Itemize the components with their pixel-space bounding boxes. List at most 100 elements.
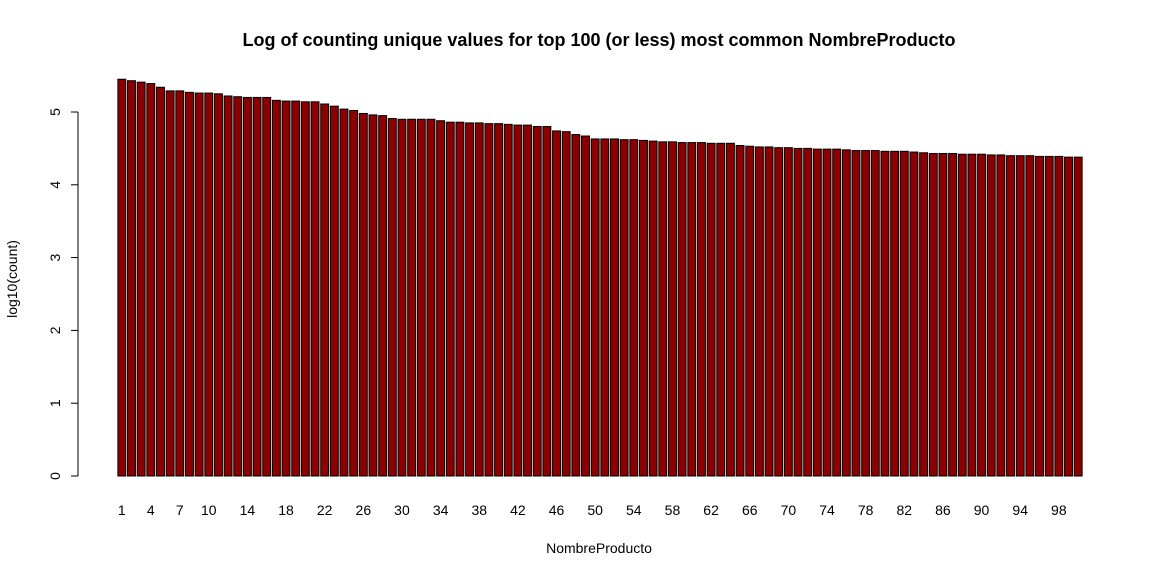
bar-38 [474, 122, 484, 477]
bar-91 [986, 154, 996, 477]
bar-35 [445, 121, 455, 477]
bar-3 [136, 81, 146, 477]
x-tick-label-90: 90 [974, 502, 990, 518]
bar-80 [880, 150, 890, 477]
bar-86 [938, 153, 948, 477]
x-tick-label-38: 38 [471, 502, 487, 518]
x-tick-label-14: 14 [240, 502, 256, 518]
bar-59 [677, 142, 687, 477]
bar-82 [899, 150, 909, 477]
bar-19 [291, 100, 301, 477]
bar-5 [156, 86, 165, 477]
bar-14 [242, 96, 252, 477]
bar-30 [397, 118, 407, 477]
bar-12 [223, 95, 233, 477]
bar-63 [716, 142, 726, 477]
x-tick-label-46: 46 [549, 502, 565, 518]
bar-75 [832, 148, 842, 477]
bar-24 [339, 108, 349, 477]
y-tick-label-4: 4 [47, 181, 63, 189]
bar-23 [329, 105, 339, 477]
bar-69 [774, 147, 784, 477]
bar-60 [687, 142, 697, 477]
bar-96 [1035, 155, 1044, 477]
bar-42 [513, 124, 523, 477]
bar-10 [204, 92, 214, 477]
x-tick-label-86: 86 [935, 502, 951, 518]
x-tick-label-1: 1 [118, 502, 126, 518]
bar-83 [909, 151, 919, 477]
bar-15 [252, 96, 262, 477]
bar-17 [271, 99, 281, 477]
chart-title: Log of counting unique values for top 10… [242, 30, 955, 50]
y-tick-label-0: 0 [47, 472, 63, 480]
bar-48 [571, 134, 581, 477]
bar-20 [300, 101, 310, 477]
y-tick-label-1: 1 [47, 399, 63, 407]
bar-7 [175, 90, 185, 477]
x-tick-label-42: 42 [510, 502, 526, 518]
bar-43 [523, 124, 533, 477]
bar-21 [310, 101, 320, 477]
x-tick-label-62: 62 [703, 502, 719, 518]
bar-57 [658, 141, 668, 477]
bar-100 [1073, 156, 1083, 477]
bar-94 [1015, 155, 1025, 477]
bar-67 [754, 146, 764, 477]
bars-group [117, 78, 1083, 477]
bar-56 [648, 140, 658, 477]
bar-26 [358, 112, 368, 477]
bar-49 [581, 135, 590, 477]
bar-2 [127, 80, 136, 477]
x-tick-label-30: 30 [394, 502, 410, 518]
bar-22 [320, 103, 330, 477]
bar-79 [870, 150, 880, 477]
x-axis-label: NombreProducto [546, 540, 652, 556]
bar-61 [696, 142, 706, 477]
bar-40 [494, 123, 504, 477]
bar-31 [407, 118, 417, 477]
bar-95 [1025, 155, 1035, 477]
bar-25 [349, 110, 359, 477]
bar-77 [851, 150, 861, 477]
x-tick-label-66: 66 [742, 502, 758, 518]
bar-68 [764, 146, 774, 477]
y-axis: 0 1 2 3 4 5 [47, 108, 79, 480]
bar-90 [977, 153, 987, 477]
x-tick-label-26: 26 [356, 502, 372, 518]
bar-39 [484, 123, 494, 477]
bar-41 [503, 123, 513, 477]
bar-84 [919, 152, 929, 477]
bar-16 [262, 96, 272, 477]
bar-47 [561, 131, 571, 477]
bar-93 [1006, 155, 1016, 477]
bar-87 [948, 153, 958, 477]
x-tick-label-78: 78 [858, 502, 874, 518]
bar-6 [165, 90, 175, 477]
bar-85 [928, 153, 938, 477]
bar-92 [996, 154, 1006, 477]
bar-64 [725, 142, 735, 477]
bar-58 [667, 141, 677, 477]
bar-73 [812, 148, 822, 477]
bar-33 [426, 118, 436, 477]
x-tick-label-50: 50 [587, 502, 603, 518]
bar-9 [194, 92, 204, 477]
bar-89 [967, 153, 977, 477]
bar-50 [590, 138, 600, 477]
bar-53 [619, 139, 629, 477]
bar-98 [1054, 155, 1064, 477]
y-tick-label-3: 3 [47, 253, 63, 261]
x-tick-label-22: 22 [317, 502, 333, 518]
y-tick-label-2: 2 [47, 326, 63, 334]
bar-46 [552, 130, 561, 477]
bar-66 [745, 145, 755, 477]
bar-81 [890, 150, 900, 477]
x-axis-ticks: 1 4 7 10 14 18 22 26 30 34 38 42 46 50 54 58 62 66 70 74 78 8… [118, 502, 1067, 518]
x-tick-label-4: 4 [147, 502, 155, 518]
bar-97 [1044, 155, 1054, 477]
bar-71 [793, 147, 803, 477]
bar-45 [542, 126, 552, 477]
x-tick-label-10: 10 [201, 502, 217, 518]
bar-32 [416, 118, 426, 477]
